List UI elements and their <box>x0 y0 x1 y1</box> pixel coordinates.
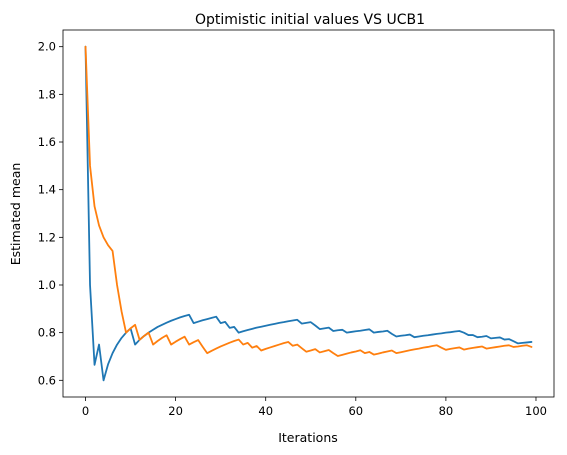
y-tick-label: 1.2 <box>38 230 56 244</box>
plot-area <box>84 45 533 382</box>
y-tick-label: 1.6 <box>38 135 56 149</box>
y-tick-label: 0.6 <box>38 373 56 387</box>
y-tick-label: 2.0 <box>38 40 56 54</box>
y-axis-label: Estimated mean <box>8 163 23 266</box>
series-line-1 <box>84 45 533 382</box>
x-tick-label: 40 <box>258 404 273 418</box>
y-tick-label: 0.8 <box>38 326 56 340</box>
y-tick-label: 1.0 <box>38 278 56 292</box>
x-tick-label: 80 <box>439 404 454 418</box>
axes-frame <box>62 29 555 398</box>
x-axis: 0 20 40 60 80 100 <box>82 397 547 418</box>
y-tick-label: 1.8 <box>38 87 56 101</box>
x-tick-label: 100 <box>525 404 547 418</box>
y-axis: 0.6 0.8 1.0 1.2 1.4 1.6 1.8 2.0 <box>38 40 63 387</box>
chart-title: Optimistic initial values VS UCB1 <box>195 12 425 28</box>
y-tick-label: 1.4 <box>38 183 56 197</box>
x-axis-label: Iterations <box>278 430 338 445</box>
x-tick-label: 60 <box>348 404 363 418</box>
x-tick-label: 0 <box>82 404 89 418</box>
series-line-2 <box>84 45 533 357</box>
x-tick-label: 20 <box>168 404 183 418</box>
